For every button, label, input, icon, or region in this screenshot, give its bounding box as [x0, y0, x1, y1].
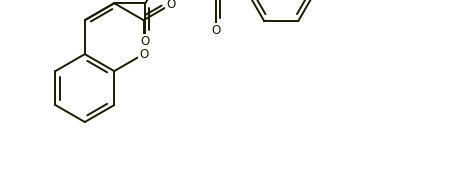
- Text: O: O: [139, 48, 148, 61]
- Text: O: O: [166, 0, 175, 11]
- Text: O: O: [212, 24, 221, 37]
- Text: O: O: [141, 35, 150, 48]
